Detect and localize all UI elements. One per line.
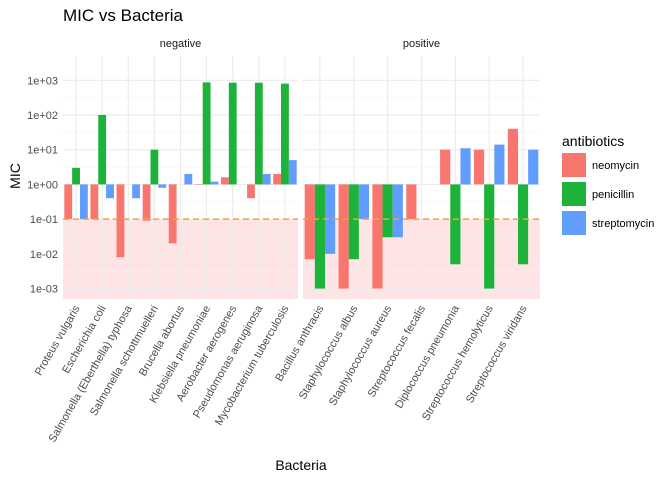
- bar-streptomycin: [79, 184, 88, 220]
- legend-label: streptomycin: [592, 218, 654, 230]
- facet-strip-label: positive: [403, 38, 440, 50]
- y-axis-title: MIC: [7, 163, 23, 189]
- bar-penicillin: [150, 149, 159, 185]
- y-tick-label: 1e+01: [27, 145, 58, 157]
- legend: antibiotics neomycin penicillin streptomyc…: [562, 133, 654, 235]
- bar-neomycin: [220, 177, 229, 185]
- facet-strip-label: negative: [160, 38, 202, 50]
- bar-neomycin: [142, 184, 151, 221]
- y-tick-label: 1e-02: [30, 249, 58, 261]
- legend-key-streptomycin: [562, 211, 586, 235]
- bar-streptomycin: [494, 144, 505, 185]
- bar-streptomycin: [158, 184, 167, 188]
- bar-streptomycin: [106, 184, 114, 199]
- bar-streptomycin: [460, 148, 471, 185]
- bar-neomycin: [194, 184, 203, 185]
- bar-penicillin: [314, 184, 326, 289]
- bar-penicillin: [450, 184, 461, 265]
- legend-key-neomycin: [562, 153, 586, 177]
- bar-neomycin: [64, 184, 73, 220]
- x-tick-label: Staphylococcus albus: [297, 303, 361, 402]
- y-tick-label: 1e+03: [27, 75, 58, 87]
- bar-penicillin: [382, 184, 393, 238]
- bar-neomycin: [90, 184, 99, 220]
- bar-penicillin: [484, 184, 495, 289]
- bar-streptomycin: [325, 184, 336, 254]
- bar-penicillin: [72, 167, 80, 185]
- bar-streptomycin: [132, 184, 141, 199]
- bar-neomycin: [473, 149, 485, 185]
- legend-label: penicillin: [592, 189, 634, 201]
- bar-neomycin: [273, 173, 282, 185]
- bar-neomycin: [338, 184, 349, 289]
- bar-penicillin: [348, 184, 359, 260]
- y-tick-label: 1e-01: [30, 214, 58, 226]
- y-tick-label: 1e+00: [27, 179, 58, 191]
- bar-neomycin: [168, 184, 177, 244]
- legend-key-penicillin: [562, 182, 586, 206]
- bar-neomycin: [116, 184, 125, 258]
- bar-neomycin: [304, 184, 315, 260]
- bar-streptomycin: [210, 181, 219, 185]
- y-tick-label: 1e+02: [27, 110, 58, 122]
- x-tick-label: Diplococcus pneumonia: [393, 303, 462, 411]
- bar-penicillin: [254, 82, 263, 185]
- bar-penicillin: [281, 83, 289, 185]
- legend-title: antibiotics: [562, 133, 624, 149]
- bar-neomycin: [247, 184, 255, 199]
- bar-streptomycin: [262, 173, 271, 185]
- bar-penicillin: [517, 184, 529, 265]
- bar-neomycin: [507, 128, 518, 185]
- y-tick-label: 1e-03: [30, 284, 58, 296]
- x-tick-label: Staphylococcus aureus: [327, 303, 395, 408]
- bar-penicillin: [228, 82, 237, 185]
- chart-title: MIC vs Bacteria: [63, 6, 184, 25]
- bar-penicillin: [202, 82, 211, 185]
- bar-neomycin: [440, 149, 451, 185]
- x-tick-label: Streptococcus viridans: [464, 303, 530, 405]
- y-axis-ticks: 1e-03 1e-02 1e-01 1e+00 1e+01 1e+02 1e+03: [27, 75, 58, 295]
- bar-streptomycin: [288, 160, 297, 185]
- x-axis-title: Bacteria: [275, 457, 327, 473]
- bar-neomycin: [406, 184, 417, 220]
- bar-streptomycin: [184, 173, 193, 185]
- bar-streptomycin: [392, 184, 403, 238]
- bar-penicillin: [98, 114, 107, 185]
- bar-streptomycin: [358, 184, 370, 220]
- bar-neomycin: [372, 184, 383, 289]
- legend-label: neomycin: [592, 160, 639, 172]
- bar-streptomycin: [528, 149, 539, 185]
